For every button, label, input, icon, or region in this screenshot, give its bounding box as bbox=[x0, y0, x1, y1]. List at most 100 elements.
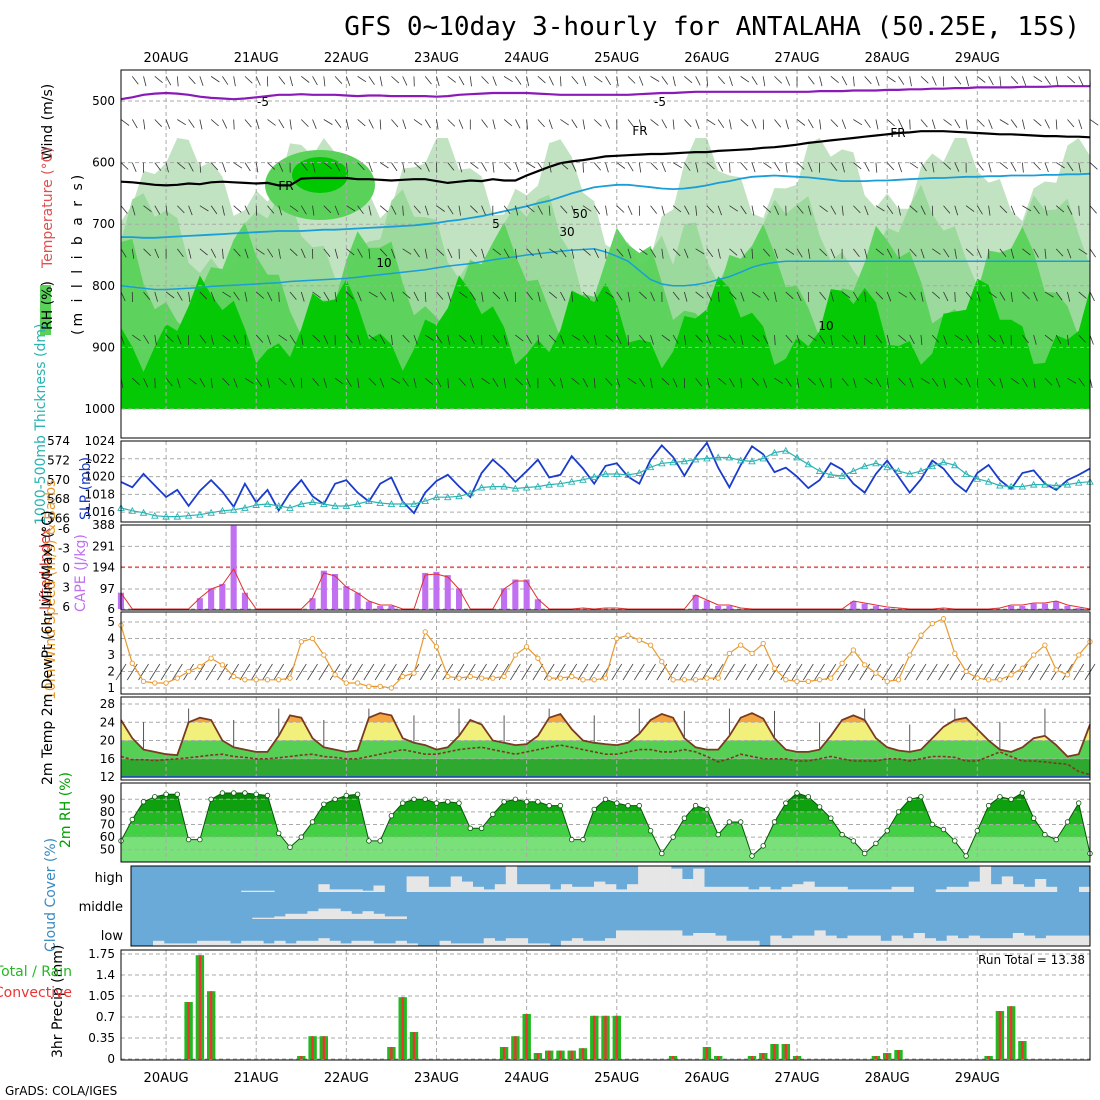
cloud-low-bar bbox=[296, 940, 308, 946]
wind-barb bbox=[222, 377, 230, 386]
wind-barb bbox=[785, 334, 793, 343]
wind-barb bbox=[695, 162, 699, 173]
wind-barb bbox=[751, 119, 757, 129]
wind-barb bbox=[1067, 248, 1072, 259]
cloud-low-bar bbox=[748, 940, 760, 946]
thickness-marker bbox=[703, 454, 711, 462]
wind-speed-point bbox=[129, 660, 135, 666]
wind-barb bbox=[548, 205, 551, 216]
thickness-marker bbox=[173, 512, 182, 520]
wind-barb bbox=[424, 119, 431, 129]
thickness-marker bbox=[951, 461, 959, 469]
wind-barb bbox=[515, 76, 522, 85]
wind-barb-10m bbox=[318, 663, 330, 681]
wind-barb bbox=[875, 248, 884, 256]
cloud-high-bar bbox=[759, 886, 771, 892]
rh-point bbox=[467, 825, 473, 831]
wind-barb bbox=[131, 248, 135, 259]
wind-barb bbox=[1044, 377, 1053, 386]
panel-frame bbox=[120, 949, 1091, 1061]
cloud-low-bar bbox=[858, 935, 870, 946]
rh-point bbox=[749, 853, 755, 859]
wind-barb bbox=[909, 248, 917, 257]
wind-barb bbox=[526, 291, 533, 301]
wind-barb-10m bbox=[904, 663, 916, 681]
wind-barb-10m bbox=[746, 663, 758, 681]
wind-barb bbox=[807, 119, 814, 129]
wind-barb bbox=[244, 377, 254, 384]
wind-barb bbox=[379, 76, 383, 87]
cloud-low-bar bbox=[891, 935, 903, 946]
temp-tick-label: 24 bbox=[100, 715, 115, 729]
wind-barb bbox=[165, 291, 175, 299]
run-total-label: Run Total = 13.38 bbox=[978, 953, 1085, 967]
wind-speed-point bbox=[794, 678, 800, 685]
wind-barb bbox=[278, 205, 283, 216]
wind-barb bbox=[717, 162, 724, 172]
cape-bar bbox=[726, 605, 733, 609]
cloud-low-bar bbox=[803, 935, 815, 946]
bottom-date-label: 22AUG bbox=[324, 1071, 369, 1086]
rh-point bbox=[783, 800, 789, 806]
wind-barb bbox=[233, 162, 243, 169]
cloud-low-bar bbox=[373, 943, 385, 946]
minus5-contour bbox=[120, 85, 1090, 101]
precip-convective-bar bbox=[874, 1056, 878, 1059]
wind-barb bbox=[785, 377, 792, 387]
thickness-marker bbox=[229, 505, 238, 513]
rh-point bbox=[230, 790, 237, 796]
cloud-low-bar bbox=[913, 933, 925, 946]
footer-credit: GrADS: COLA/IGES bbox=[5, 1084, 117, 1098]
cloud-high-bar bbox=[715, 886, 727, 892]
cloud-low-bar bbox=[494, 940, 507, 946]
wind-barb bbox=[289, 378, 295, 388]
precip-convective-bar bbox=[784, 1044, 787, 1059]
thickness-marker bbox=[579, 475, 587, 483]
wind-barb-10m bbox=[160, 663, 172, 681]
thickness-tick-label: 574 bbox=[47, 434, 70, 448]
wind-barb bbox=[177, 248, 184, 258]
wind-barb bbox=[763, 162, 772, 169]
cloud-high-bar bbox=[594, 881, 606, 892]
temp-tick-label: 20 bbox=[100, 734, 115, 748]
wind-barb bbox=[368, 76, 375, 85]
rh-point bbox=[354, 791, 361, 797]
wind-barb bbox=[965, 119, 968, 130]
wind-barb bbox=[1078, 205, 1080, 216]
wind-barb bbox=[492, 377, 499, 387]
wind-barb bbox=[560, 378, 564, 388]
wind-barb bbox=[131, 119, 138, 129]
wind-barb bbox=[1078, 162, 1081, 173]
wind-barb bbox=[537, 291, 541, 302]
wind-barb bbox=[267, 119, 276, 126]
cloud-high-bar bbox=[847, 889, 859, 892]
wind-barb-10m bbox=[1017, 663, 1028, 681]
wind-barb bbox=[188, 76, 196, 85]
wind-barb bbox=[300, 162, 308, 171]
cloud-axis-label: Cloud Cover (%) bbox=[43, 838, 59, 952]
cloud-low-bar bbox=[935, 940, 947, 946]
cloud-middle-bar bbox=[252, 917, 264, 919]
wind-speed-point bbox=[636, 637, 642, 643]
rh-point bbox=[276, 830, 282, 836]
rh-point bbox=[388, 813, 395, 819]
wind-barb bbox=[154, 162, 162, 171]
wind-barb bbox=[1067, 76, 1076, 84]
wind-barb bbox=[176, 378, 181, 388]
bottom-date-label: 26AUG bbox=[684, 1071, 729, 1086]
wind-barb bbox=[819, 378, 825, 388]
rh-point bbox=[264, 792, 271, 799]
rh-point bbox=[197, 836, 203, 843]
wind-barb bbox=[785, 119, 789, 130]
wind-barb bbox=[560, 205, 568, 214]
wind-barb bbox=[346, 291, 354, 300]
cloud-high-bar bbox=[891, 886, 903, 892]
wind-barb bbox=[853, 119, 863, 126]
wind-barb bbox=[931, 119, 936, 130]
cloud-middle-bar bbox=[274, 916, 286, 919]
wind-barb bbox=[515, 119, 521, 129]
wind-barb bbox=[898, 377, 906, 386]
cloud-low-bar bbox=[263, 943, 275, 946]
wind-barb bbox=[830, 291, 834, 302]
thickness-marker bbox=[241, 503, 249, 511]
